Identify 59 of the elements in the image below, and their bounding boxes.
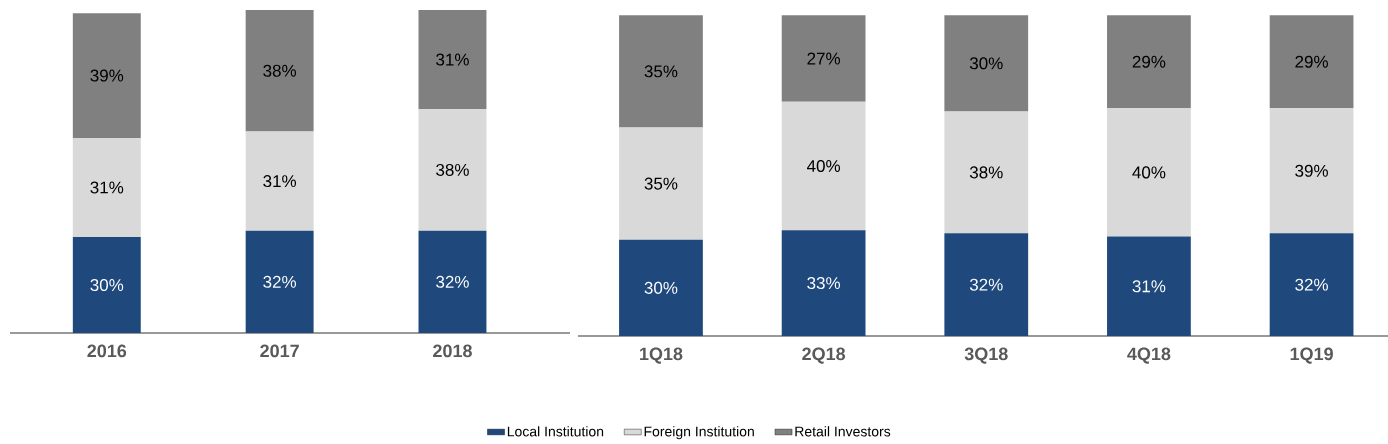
x-tick-label: 4Q18: [1127, 347, 1171, 364]
data-label: 31%: [436, 53, 469, 66]
data-label: 35%: [644, 177, 678, 190]
x-tick-label: 2Q18: [802, 347, 846, 364]
bar: [245, 230, 314, 333]
bar: [1107, 108, 1191, 237]
legend-label: Retail Investors: [795, 426, 891, 437]
legend-label: Local Institution: [507, 426, 604, 437]
x-tick-label: 2017: [260, 344, 299, 358]
data-label: 32%: [969, 278, 1003, 291]
bar: [781, 230, 866, 336]
data-label: 33%: [807, 277, 841, 290]
bar: [944, 111, 1029, 234]
bar: [781, 101, 866, 231]
data-label: 39%: [1295, 164, 1328, 177]
data-label: 40%: [1132, 166, 1166, 179]
bar: [1269, 108, 1354, 234]
x-tick-label: 1Q18: [640, 347, 683, 364]
bar: [418, 109, 487, 231]
bar: [944, 233, 1029, 336]
bar: [619, 239, 703, 336]
data-label: 31%: [1132, 280, 1166, 293]
data-label: 31%: [90, 181, 124, 194]
data-label: 30%: [644, 281, 678, 294]
bar: [245, 131, 314, 231]
data-label: 32%: [436, 275, 469, 288]
data-label: 32%: [1295, 278, 1328, 291]
bar: [1269, 15, 1354, 109]
data-label: 30%: [90, 279, 124, 292]
data-label: 29%: [1132, 55, 1166, 68]
data-label: 39%: [90, 69, 124, 82]
data-label: 31%: [263, 175, 297, 188]
bar: [418, 9, 487, 110]
bar: [1107, 236, 1191, 336]
x-tick-label: 2018: [433, 344, 472, 358]
bar: [72, 237, 141, 333]
x-tick-label: 1Q19: [1290, 347, 1333, 364]
bar: [72, 13, 141, 138]
bar: [619, 127, 703, 240]
data-label: 40%: [807, 159, 841, 172]
data-label: 35%: [644, 65, 678, 78]
data-label: 38%: [969, 166, 1003, 179]
x-tick-label: 2016: [87, 344, 127, 358]
data-label: 30%: [969, 57, 1003, 70]
data-label: 38%: [263, 64, 297, 77]
bar: [1107, 15, 1191, 109]
bar: [1269, 233, 1354, 336]
legend-label: Foreign Institution: [644, 426, 754, 440]
data-label: 29%: [1295, 55, 1328, 68]
bar: [944, 15, 1029, 112]
data-label: 32%: [263, 275, 297, 288]
bar: [418, 230, 487, 333]
bar: [72, 137, 141, 238]
bar: [781, 15, 866, 102]
x-tick-label: 3Q18: [964, 347, 1008, 364]
bar: [619, 15, 703, 128]
bar: [245, 9, 314, 132]
data-label: 38%: [436, 163, 469, 176]
data-label: 27%: [807, 52, 841, 65]
